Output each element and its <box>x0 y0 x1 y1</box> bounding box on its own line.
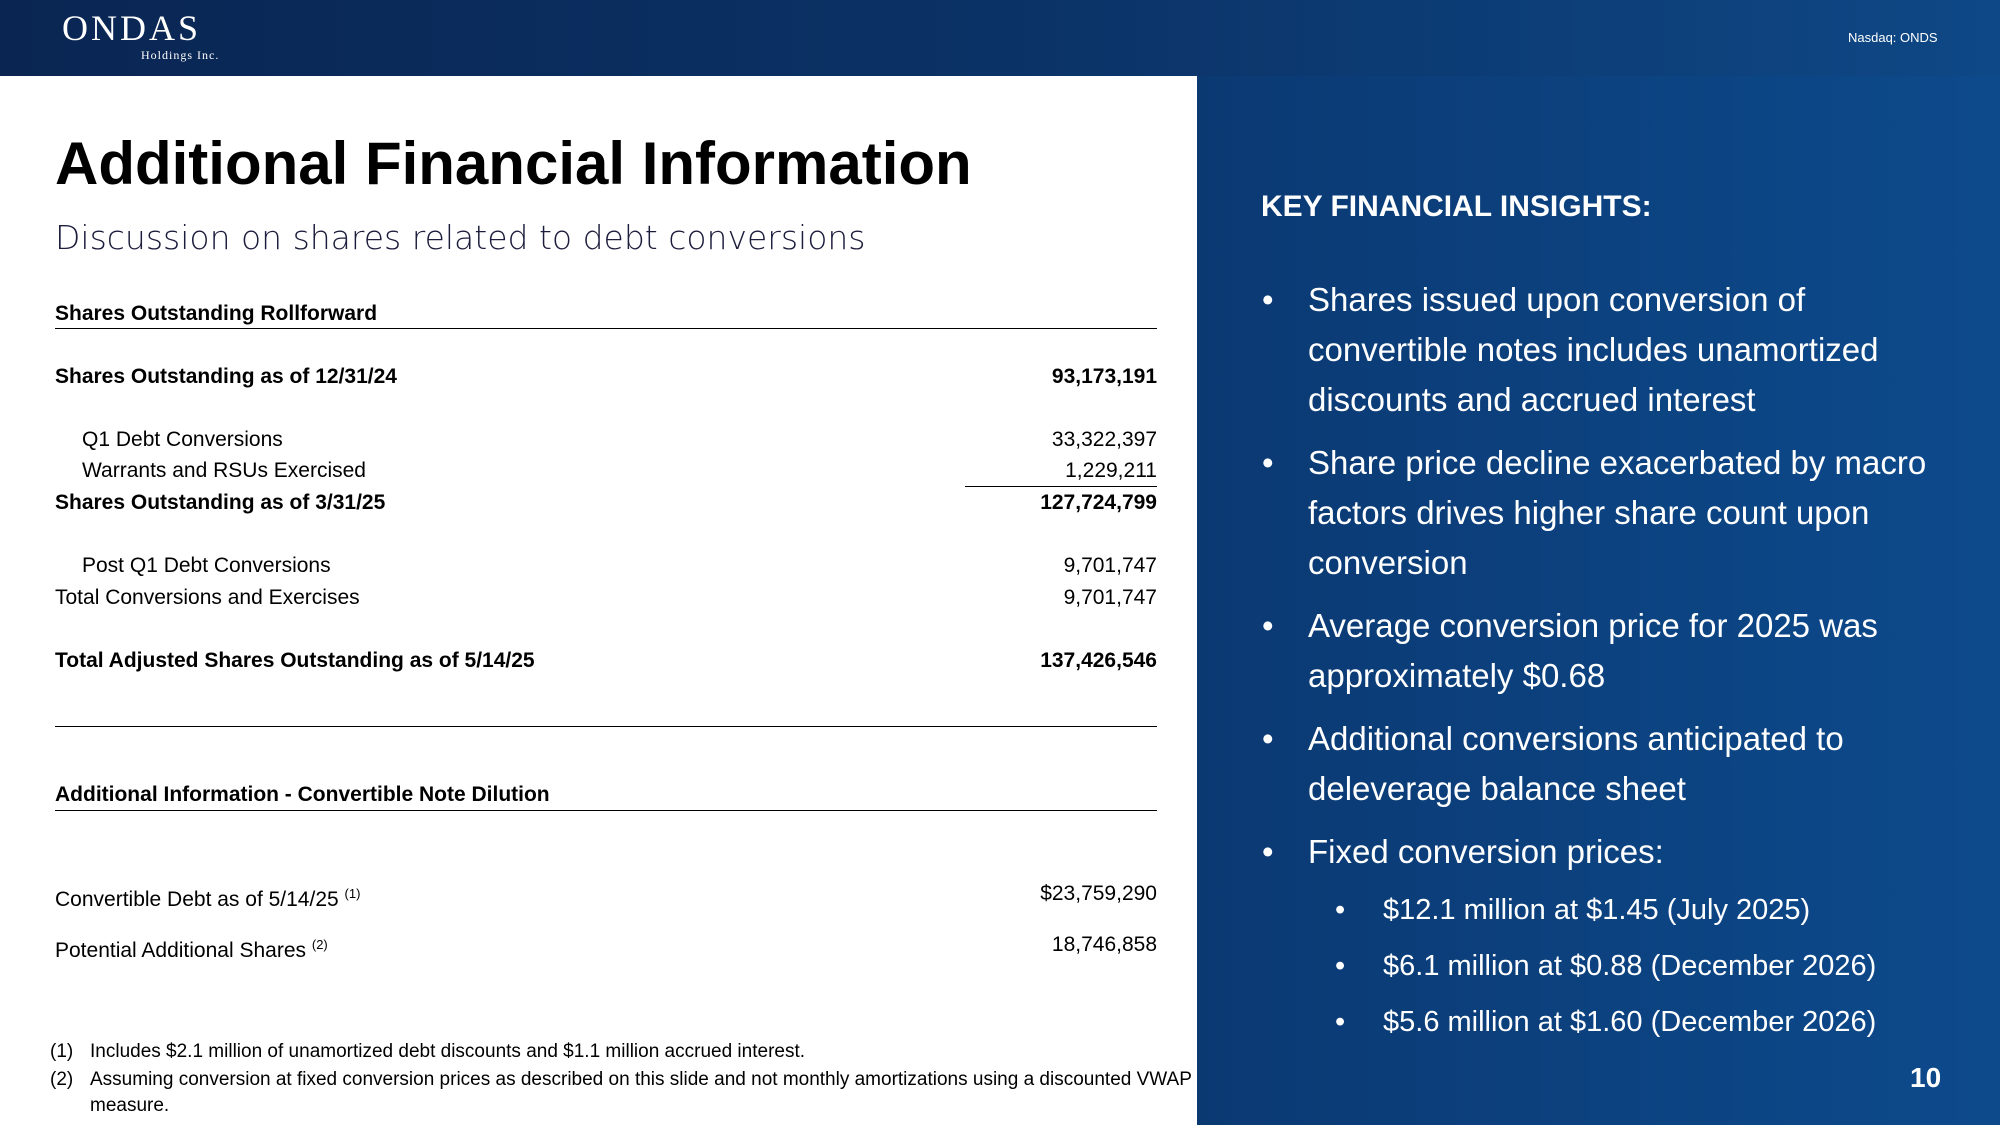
table-row: Q1 Debt Conversions 33,322,397 <box>55 427 1157 453</box>
row-label: Shares Outstanding as of 3/31/25 <box>55 491 386 514</box>
insight-item: • Shares issued upon conversion of conver… <box>1262 275 1952 425</box>
subtotal-rule <box>965 486 1157 487</box>
insight-text: Additional conversions anticipated to de… <box>1308 720 1844 807</box>
row-label: Convertible Debt as of 5/14/25 <box>55 888 339 911</box>
table-row: Total Adjusted Shares Outstanding as of … <box>55 648 1157 674</box>
insight-item: • Fixed conversion prices: <box>1262 827 1952 877</box>
row-label: Post Q1 Debt Conversions <box>82 554 331 577</box>
table-row: Post Q1 Debt Conversions 9,701,747 <box>55 553 1157 579</box>
bullet-icon: • <box>1335 950 1346 982</box>
insight-item: • Additional conversions anticipated to d… <box>1262 714 1952 814</box>
insight-text: Shares issued upon conversion of convert… <box>1308 281 1879 418</box>
insight-subitem: • $5.6 million at $1.60 (December 2026) <box>1335 1002 1952 1042</box>
bullet-icon: • <box>1262 607 1274 644</box>
insight-subitem: • $12.1 million at $1.45 (July 2025) <box>1335 890 1952 930</box>
footnote-ref: (1) <box>344 886 361 901</box>
insight-text: Fixed conversion prices: <box>1308 833 1664 870</box>
row-value: 93,173,191 <box>1051 365 1157 388</box>
bullet-icon: • <box>1262 720 1274 757</box>
page-subtitle: Discussion on shares related to debt con… <box>55 218 866 257</box>
dilution-heading: Additional Information - Convertible Not… <box>55 783 550 806</box>
logo-subtitle: Holdings Inc. <box>141 48 220 62</box>
footnote: (2) Assuming conversion at fixed conversi… <box>50 1067 1200 1119</box>
bullet-icon: • <box>1262 444 1274 481</box>
footnote-text: Includes $2.1 million of unamortized deb… <box>90 1041 806 1062</box>
divider <box>55 328 1157 329</box>
insight-text: Share price decline exacerbated by macro… <box>1308 444 1927 581</box>
rollforward-heading: Shares Outstanding Rollforward <box>55 302 378 325</box>
table-row: Total Conversions and Exercises 9,701,747 <box>55 585 1157 611</box>
page-number: 10 <box>1910 1062 1942 1093</box>
insights-title: KEY FINANCIAL INSIGHTS: <box>1261 190 1652 223</box>
insights-list: • Shares issued upon conversion of conver… <box>1262 275 1952 1058</box>
bullet-icon: • <box>1262 281 1274 318</box>
row-value: 9,701,747 <box>1063 586 1157 609</box>
ticker-label: Nasdaq: ONDS <box>1848 30 1938 45</box>
logo: ONDAS <box>62 8 202 48</box>
page-title: Additional Financial Information <box>55 130 972 197</box>
bullet-icon: • <box>1335 894 1346 926</box>
table-row: Potential Additional Shares (2) 18,746,85… <box>55 932 1157 962</box>
row-value: 33,322,397 <box>1051 428 1157 451</box>
bullet-icon: • <box>1335 1006 1346 1038</box>
row-value: 18,746,858 <box>1051 933 1157 956</box>
insight-subtext: $5.6 million at $1.60 (December 2026) <box>1383 1006 1877 1038</box>
insight-item: • Average conversion price for 2025 was a… <box>1262 601 1952 701</box>
footnote: (1) Includes $2.1 million of unamortized … <box>50 1041 1200 1063</box>
header-bar <box>0 0 2000 76</box>
row-value: $23,759,290 <box>1040 882 1157 905</box>
row-value: 9,701,747 <box>1063 554 1157 577</box>
footnote-ref: (2) <box>311 937 328 952</box>
insight-subtext: $12.1 million at $1.45 (July 2025) <box>1383 894 1811 926</box>
divider <box>55 726 1157 727</box>
table-row: Shares Outstanding as of 12/31/24 93,173,… <box>55 364 1157 390</box>
row-label: Total Conversions and Exercises <box>55 586 360 609</box>
row-value: 137,426,546 <box>1040 649 1157 672</box>
row-label: Total Adjusted Shares Outstanding as of … <box>55 649 535 672</box>
footnote-number: (1) <box>50 1041 74 1062</box>
row-value: 127,724,799 <box>1040 491 1157 514</box>
divider <box>55 810 1157 811</box>
footnote-text: Assuming conversion at fixed conversion … <box>90 1069 1192 1116</box>
footnote-number: (2) <box>50 1069 74 1090</box>
row-label: Q1 Debt Conversions <box>82 428 283 451</box>
insight-subitem: • $6.1 million at $0.88 (December 2026) <box>1335 946 1952 986</box>
table-row: Shares Outstanding as of 3/31/25 127,724,… <box>55 490 1157 516</box>
content-panel <box>0 76 1197 1125</box>
row-label: Shares Outstanding as of 12/31/24 <box>55 365 397 388</box>
table-row: Convertible Debt as of 5/14/25 (1) $23,75… <box>55 881 1157 911</box>
insight-item: • Share price decline exacerbated by macr… <box>1262 438 1952 588</box>
insight-subtext: $6.1 million at $0.88 (December 2026) <box>1383 950 1877 982</box>
table-row: Warrants and RSUs Exercised 1,229,211 <box>55 458 1157 484</box>
bullet-icon: • <box>1262 833 1274 870</box>
row-value: 1,229,211 <box>1065 459 1157 482</box>
insight-text: Average conversion price for 2025 was ap… <box>1308 607 1878 694</box>
row-label: Potential Additional Shares <box>55 939 307 962</box>
row-label: Warrants and RSUs Exercised <box>82 459 366 482</box>
